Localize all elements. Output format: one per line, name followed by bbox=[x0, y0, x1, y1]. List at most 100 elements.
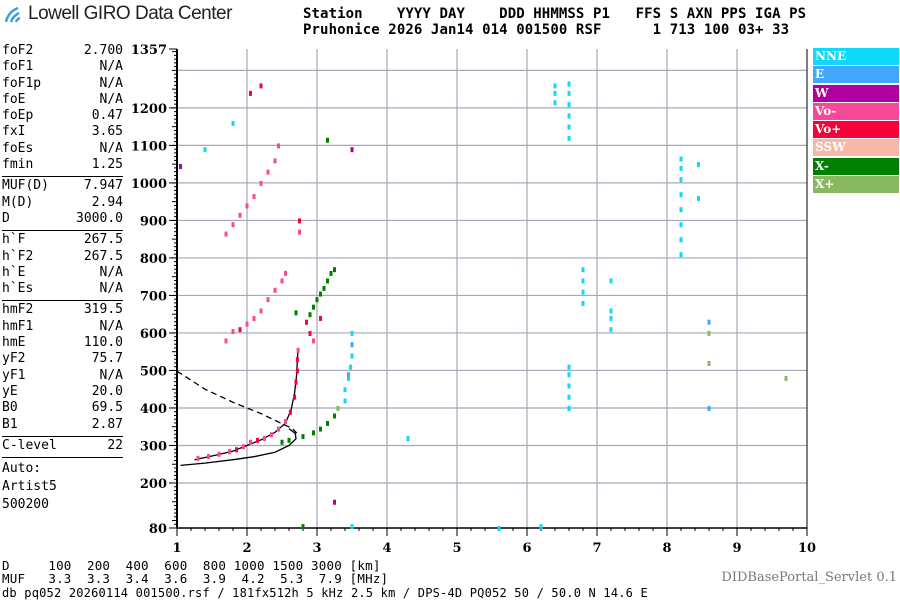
echo-point bbox=[581, 300, 585, 306]
param-name: B0 bbox=[2, 400, 18, 416]
param-row: fmin 1.25 bbox=[2, 157, 123, 173]
param-row: h`Es N/A bbox=[2, 281, 123, 297]
auto-line: Auto: bbox=[2, 461, 42, 477]
signal-icon bbox=[4, 6, 21, 23]
echo-point bbox=[347, 372, 350, 378]
echo-point bbox=[567, 90, 571, 96]
echo-point bbox=[567, 394, 571, 400]
y-tick-label: 900 bbox=[140, 214, 167, 229]
echo-point bbox=[312, 430, 315, 436]
echo-point bbox=[679, 237, 683, 243]
echo-point bbox=[336, 405, 340, 411]
legend-item-e: E bbox=[813, 66, 899, 84]
echo-point bbox=[273, 287, 277, 293]
echo-point bbox=[179, 164, 182, 170]
separator bbox=[2, 435, 123, 437]
param-name: h`F2 bbox=[2, 248, 34, 264]
param-value: N/A bbox=[99, 140, 123, 156]
param-name: h`E bbox=[2, 264, 26, 280]
param-name: fxI bbox=[2, 124, 26, 140]
legend: NNE E W Vo- Vo+ SSW X- X+ bbox=[813, 48, 899, 194]
x-tick-label: 2 bbox=[242, 541, 251, 556]
echo-point bbox=[245, 203, 249, 209]
param-name: h`F bbox=[2, 232, 26, 248]
param-row: h`E N/A bbox=[2, 265, 123, 281]
echo-point bbox=[277, 143, 280, 149]
echo-point bbox=[319, 426, 322, 432]
x-tick-label: 6 bbox=[522, 541, 531, 556]
echo-point bbox=[406, 435, 410, 441]
separator bbox=[2, 176, 123, 178]
echo-point bbox=[301, 434, 305, 440]
echo-point bbox=[308, 330, 312, 336]
param-row: B0 69.5 bbox=[2, 400, 123, 416]
param-name: foF2 bbox=[2, 43, 34, 58]
echo-point bbox=[203, 147, 207, 153]
version-label: DIDBasePortal_Servlet 0.1 bbox=[721, 570, 897, 585]
parameter-panel: foF2 2.700 foF1 N/A foF1p N/A foE N/A foEp 0.47 fx… bbox=[2, 43, 123, 514]
ionogram-chart: 8020030040050060070080090010001100120013… bbox=[131, 43, 816, 556]
echo-point bbox=[259, 308, 263, 314]
legend-item-voplus: Vo+ bbox=[813, 121, 899, 139]
param-name: foF1 bbox=[2, 59, 34, 75]
echo-point bbox=[350, 342, 354, 348]
param-value: N/A bbox=[99, 91, 123, 107]
echo-point bbox=[497, 526, 501, 531]
echo-point bbox=[305, 319, 308, 325]
autoscaling-info: Auto: Artist5 500200 bbox=[2, 460, 123, 514]
echo-point bbox=[242, 444, 245, 450]
param-value: 3000.0 bbox=[76, 210, 123, 226]
param-name: h`Es bbox=[2, 281, 34, 297]
virtual-height-curve bbox=[180, 428, 297, 467]
echo-point bbox=[231, 120, 235, 126]
param-value: 69.5 bbox=[91, 400, 123, 416]
param-row: D 3000.0 bbox=[2, 211, 123, 227]
y-tick-label: 600 bbox=[140, 327, 167, 342]
echo-point bbox=[196, 455, 200, 461]
param-value: 7.947 bbox=[83, 178, 123, 194]
param-row: h`F2 267.5 bbox=[2, 249, 123, 265]
echo-point bbox=[567, 135, 571, 141]
echo-point bbox=[319, 291, 322, 297]
echo-point bbox=[697, 195, 700, 201]
y-tick-label: 800 bbox=[140, 252, 167, 267]
echo-point bbox=[277, 426, 280, 432]
header-labels: Station YYYY DAY DDD HHMMSS P1 FFS S AXN… bbox=[303, 6, 807, 22]
echo-point bbox=[259, 83, 263, 89]
echo-point bbox=[326, 420, 329, 426]
echo-point bbox=[326, 278, 329, 284]
echo-point bbox=[295, 357, 299, 363]
param-value: 0.47 bbox=[91, 108, 123, 124]
echo-point bbox=[298, 229, 301, 235]
y-tick-label: 1100 bbox=[131, 139, 167, 154]
echo-point bbox=[245, 321, 249, 327]
param-value: 110.0 bbox=[83, 335, 123, 351]
echo-point bbox=[707, 319, 711, 325]
separator bbox=[2, 300, 123, 302]
param-row: C-level 22 bbox=[2, 438, 123, 454]
echo-point bbox=[312, 338, 315, 344]
y-tick-label: 200 bbox=[140, 477, 167, 492]
muf-row: MUF 3.3 3.3 3.4 3.6 3.9 4.2 5.3 7.9 [MHz… bbox=[2, 571, 389, 586]
echo-point bbox=[256, 437, 259, 443]
legend-item-vominus: Vo- bbox=[813, 102, 899, 120]
y-tick-label: 1357 bbox=[131, 43, 167, 58]
echo-point bbox=[679, 252, 683, 258]
param-row: yE 20.0 bbox=[2, 384, 123, 400]
param-name: hmF1 bbox=[2, 318, 34, 334]
echo-point bbox=[707, 360, 711, 366]
echo-point bbox=[319, 315, 322, 321]
echo-point bbox=[224, 338, 228, 344]
echo-point bbox=[679, 156, 683, 162]
echo-point bbox=[349, 364, 353, 370]
param-value: 22 bbox=[107, 437, 123, 453]
param-row: MUF(D) 7.947 bbox=[2, 178, 123, 194]
echo-point bbox=[609, 327, 613, 333]
echo-point bbox=[539, 524, 543, 530]
echo-point bbox=[288, 409, 292, 415]
echo-point bbox=[567, 113, 571, 119]
echo-point bbox=[273, 158, 277, 164]
echo-point bbox=[350, 353, 354, 359]
param-row: B1 2.87 bbox=[2, 417, 123, 433]
param-name: foEp bbox=[2, 108, 34, 124]
